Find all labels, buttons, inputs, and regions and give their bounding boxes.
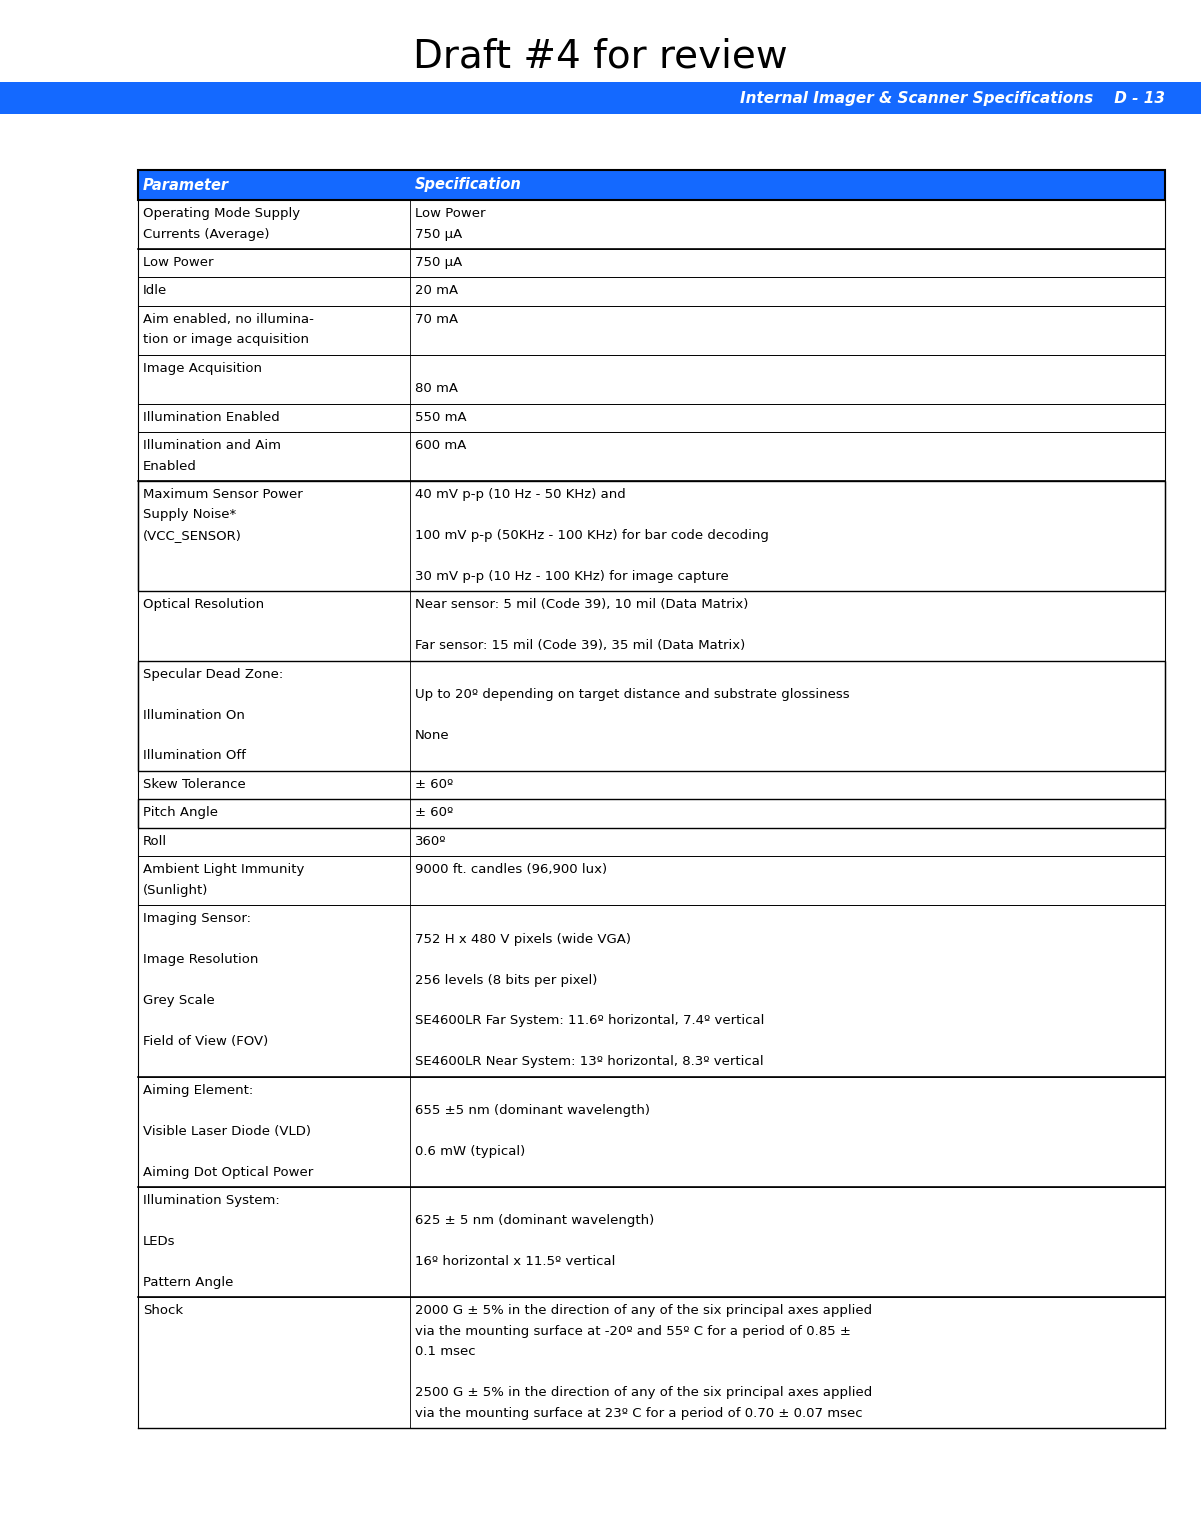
Text: Imaging Sensor:: Imaging Sensor: [143, 911, 251, 925]
Text: Image Acquisition: Image Acquisition [143, 362, 262, 375]
Text: Low Power: Low Power [416, 207, 485, 220]
Text: 70 mA: 70 mA [416, 313, 459, 326]
Text: 0.1 msec: 0.1 msec [416, 1344, 476, 1358]
Text: 360º: 360º [416, 834, 447, 848]
Bar [138, 799, 1165, 828]
Text: Pattern Angle: Pattern Angle [143, 1276, 233, 1288]
Text: Pitch Angle: Pitch Angle [143, 807, 219, 819]
Text: 80 mA: 80 mA [416, 382, 459, 395]
Text: Near sensor: 5 mil (Code 39), 10 mil (Data Matrix): Near sensor: 5 mil (Code 39), 10 mil (Da… [416, 598, 748, 612]
Text: 0.6 mW (typical): 0.6 mW (typical) [416, 1145, 526, 1158]
Text: Specular Dead Zone:: Specular Dead Zone: [143, 668, 283, 681]
Text: Grey Scale: Grey Scale [143, 995, 215, 1007]
Text: 20 mA: 20 mA [416, 285, 459, 297]
Text: Enabled: Enabled [143, 460, 197, 472]
Text: Up to 20º depending on target distance and substrate glossiness: Up to 20º depending on target distance a… [416, 687, 850, 701]
Text: 2500 G ± 5% in the direction of any of the six principal axes applied: 2500 G ± 5% in the direction of any of t… [416, 1387, 872, 1399]
Text: Currents (Average): Currents (Average) [143, 227, 269, 241]
Text: via the mounting surface at -20º and 55º C for a period of 0.85 ±: via the mounting surface at -20º and 55º… [416, 1325, 852, 1338]
Text: Supply Noise*: Supply Noise* [143, 509, 237, 521]
Text: Illumination and Aim: Illumination and Aim [143, 439, 281, 453]
Text: (Sunlight): (Sunlight) [143, 884, 209, 896]
Text: LEDs: LEDs [143, 1235, 175, 1248]
Text: Internal Imager & Scanner Specifications    D - 13: Internal Imager & Scanner Specifications… [740, 91, 1165, 106]
Text: Maximum Sensor Power: Maximum Sensor Power [143, 488, 303, 501]
Text: SE4600LR Far System: 11.6º horizontal, 7.4º vertical: SE4600LR Far System: 11.6º horizontal, 7… [416, 1014, 765, 1028]
Text: 752 H x 480 V pixels (wide VGA): 752 H x 480 V pixels (wide VGA) [416, 933, 632, 946]
Text: via the mounting surface at 23º C for a period of 0.70 ± 0.07 msec: via the mounting surface at 23º C for a … [416, 1407, 862, 1420]
Bar [138, 660, 1165, 771]
Text: 2000 G ± 5% in the direction of any of the six principal axes applied: 2000 G ± 5% in the direction of any of t… [416, 1304, 872, 1317]
Text: Low Power: Low Power [143, 256, 214, 269]
Text: Parameter: Parameter [143, 177, 229, 192]
Text: SE4600LR Near System: 13º horizontal, 8.3º vertical: SE4600LR Near System: 13º horizontal, 8.… [416, 1055, 764, 1069]
Text: tion or image acquisition: tion or image acquisition [143, 333, 309, 347]
Text: Illumination On: Illumination On [143, 709, 245, 722]
Text: 600 mA: 600 mA [416, 439, 467, 453]
Text: 655 ±5 nm (dominant wavelength): 655 ±5 nm (dominant wavelength) [416, 1104, 650, 1117]
Text: 625 ± 5 nm (dominant wavelength): 625 ± 5 nm (dominant wavelength) [416, 1214, 655, 1228]
Text: Visible Laser Diode (VLD): Visible Laser Diode (VLD) [143, 1125, 311, 1137]
Text: 9000 ft. candles (96,900 lux): 9000 ft. candles (96,900 lux) [416, 863, 608, 877]
Text: Operating Mode Supply: Operating Mode Supply [143, 207, 300, 220]
Text: Shock: Shock [143, 1304, 184, 1317]
Text: 750 μA: 750 μA [416, 256, 462, 269]
Text: 16º horizontal x 11.5º vertical: 16º horizontal x 11.5º vertical [416, 1255, 616, 1269]
Text: ± 60º: ± 60º [416, 778, 454, 790]
Text: (VCC_SENSOR): (VCC_SENSOR) [143, 528, 241, 542]
Text: Illumination Enabled: Illumination Enabled [143, 410, 280, 424]
Bar [138, 170, 1165, 200]
Text: 750 μA: 750 μA [416, 227, 462, 241]
Text: 256 levels (8 bits per pixel): 256 levels (8 bits per pixel) [416, 974, 598, 987]
Text: Skew Tolerance: Skew Tolerance [143, 778, 246, 790]
Text: Draft #4 for review: Draft #4 for review [413, 38, 788, 76]
Bar [138, 481, 1165, 592]
Text: 550 mA: 550 mA [416, 410, 467, 424]
Bar [0, 82, 1201, 114]
Text: Optical Resolution: Optical Resolution [143, 598, 264, 612]
Text: Far sensor: 15 mil (Code 39), 35 mil (Data Matrix): Far sensor: 15 mil (Code 39), 35 mil (Da… [416, 639, 746, 653]
Text: Roll: Roll [143, 834, 167, 848]
Text: 40 mV p-p (10 Hz - 50 KHz) and: 40 mV p-p (10 Hz - 50 KHz) and [416, 488, 626, 501]
Text: 30 mV p-p (10 Hz - 100 KHz) for image capture: 30 mV p-p (10 Hz - 100 KHz) for image ca… [416, 569, 729, 583]
Text: Illumination Off: Illumination Off [143, 749, 246, 763]
Text: Aim enabled, no illumina-: Aim enabled, no illumina- [143, 313, 313, 326]
Text: Specification: Specification [416, 177, 522, 192]
Text: Aiming Element:: Aiming Element: [143, 1084, 253, 1096]
Text: ± 60º: ± 60º [416, 807, 454, 819]
Text: Illumination System:: Illumination System: [143, 1195, 280, 1207]
Text: Field of View (FOV): Field of View (FOV) [143, 1036, 268, 1048]
Text: None: None [416, 730, 450, 742]
Text: Image Resolution: Image Resolution [143, 952, 258, 966]
Text: Idle: Idle [143, 285, 167, 297]
Text: Ambient Light Immunity: Ambient Light Immunity [143, 863, 305, 877]
Text: 100 mV p-p (50KHz - 100 KHz) for bar code decoding: 100 mV p-p (50KHz - 100 KHz) for bar cod… [416, 528, 769, 542]
Text: Aiming Dot Optical Power: Aiming Dot Optical Power [143, 1166, 313, 1178]
